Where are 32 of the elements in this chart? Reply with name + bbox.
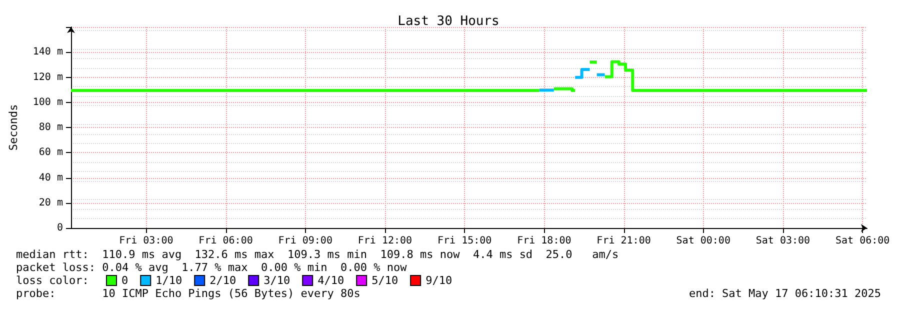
x-tick-label: Fri 03:00	[119, 236, 174, 246]
x-tick-label: Sat 03:00	[756, 236, 810, 246]
y-tick-label: 80 m	[38, 122, 63, 133]
y-tick-label: 60 m	[38, 147, 63, 158]
text: median rtt: 110.9 ms avg 132.6 ms max 109.3 ms min 109.8 ms now 4.4 ms sd 25.0 am/s	[16, 248, 619, 261]
y-tick-label: 140 m	[32, 46, 63, 58]
y-tick-label: 120 m	[32, 72, 63, 83]
y-tick-label: 40 m	[38, 172, 63, 184]
chart-title: Last 30 Hours	[398, 14, 500, 29]
legend-label: 2/10	[210, 274, 236, 287]
text: packet loss: 0.04 % avg 1.77 % max 0.00 % min 0.00 % now	[16, 261, 408, 274]
y-tick-label: 0	[56, 222, 63, 234]
x-tick-label: Fri 21:00	[596, 236, 651, 246]
x-tick-label: Sat 06:00	[835, 236, 890, 246]
x-tick-label: Sat 00:00	[676, 236, 730, 246]
legend-label: 4/10	[318, 274, 344, 287]
legend-title: loss color:	[16, 274, 89, 287]
text: end: Sat May 17 06:10:31 2025	[688, 287, 882, 300]
y-tick-label: 20 m	[38, 197, 63, 208]
legend-label: 9/10	[426, 274, 452, 287]
y-axis-title: Seconds	[7, 104, 20, 151]
x-tick-label: Fri 12:00	[358, 236, 412, 246]
legend-label: 3/10	[264, 274, 290, 287]
x-tick-label: Fri 15:00	[437, 236, 492, 246]
legend-label: 0	[122, 274, 128, 287]
x-tick-label: Fri 06:00	[198, 236, 253, 246]
legend-label: 5/10	[372, 274, 398, 287]
legend-label: 1/10	[156, 274, 182, 287]
text: probe: 10 ICMP Echo Pings (56 Bytes) every 80s	[16, 287, 360, 300]
x-tick-label: Fri 18:00	[517, 236, 572, 246]
y-tick-label: 100 m	[32, 96, 63, 108]
x-tick-label: Fri 09:00	[278, 236, 332, 246]
